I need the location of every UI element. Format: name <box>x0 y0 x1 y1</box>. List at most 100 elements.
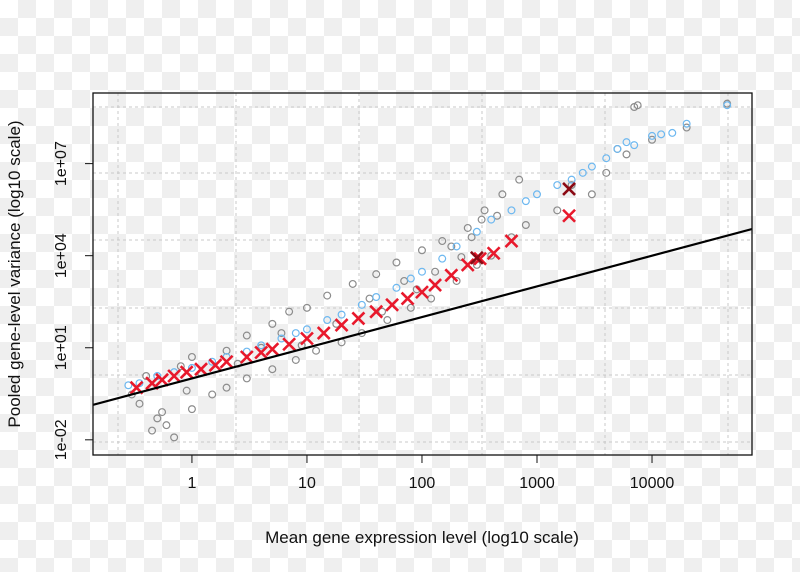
data-point-blue <box>657 130 666 139</box>
data-point-grey <box>463 223 472 232</box>
data-point-blue <box>257 341 266 350</box>
data-point-x-marker <box>469 250 484 265</box>
data-point-x-marker <box>219 354 234 369</box>
data-point-grey <box>480 206 489 215</box>
data-point-x-marker <box>334 318 349 332</box>
data-point-grey <box>208 390 217 399</box>
data-point-blue <box>392 283 401 292</box>
data-point-grey <box>400 276 409 285</box>
data-point-grey <box>365 294 374 303</box>
data-point-x-marker <box>369 304 384 319</box>
data-point-grey <box>176 362 185 371</box>
data-point-grey <box>291 355 300 364</box>
data-point-grey <box>302 303 311 312</box>
data-point-x-marker <box>562 181 576 196</box>
x-axis-label: Mean gene expression level (log10 scale) <box>265 528 579 547</box>
data-point-blue <box>242 347 251 356</box>
data-point-grey <box>438 237 447 246</box>
data-point-x-marker <box>562 208 576 223</box>
x-tick-label: 100 <box>409 475 436 492</box>
data-point-blue <box>723 101 732 110</box>
data-point-blue <box>124 381 133 390</box>
data-point-grey <box>587 190 596 199</box>
data-point-grey <box>182 386 191 395</box>
data-point-x-marker <box>504 234 519 248</box>
data-point-grey <box>158 408 167 417</box>
data-point-x-marker <box>316 326 331 341</box>
data-point-grey <box>348 279 357 288</box>
data-point-x-marker <box>282 337 297 352</box>
data-point-grey <box>268 365 277 374</box>
data-point-grey <box>187 405 196 414</box>
data-point-grey <box>457 253 466 262</box>
y-axis: 1e-02 1e+01 1e+04 1e+07 <box>53 141 93 460</box>
data-point-x-marker <box>351 311 366 326</box>
data-point-blue <box>613 144 622 153</box>
data-point-grey <box>467 233 476 242</box>
data-point-x-marker <box>239 350 254 364</box>
data-point-grey <box>222 383 231 392</box>
data-point-blue <box>587 162 596 171</box>
data-layer <box>93 99 752 442</box>
data-point-grey <box>323 291 332 300</box>
data-point-grey <box>372 270 381 279</box>
data-point-blue <box>472 227 481 236</box>
data-point-blue <box>452 242 461 251</box>
data-point-blue <box>630 141 639 150</box>
data-point-x-marker <box>167 369 182 383</box>
data-point-blue <box>578 168 587 177</box>
data-point-blue <box>406 274 415 283</box>
data-point-blue <box>135 379 144 388</box>
data-point-blue <box>622 138 631 147</box>
data-point-blue <box>337 310 346 319</box>
data-point-grey <box>135 399 144 408</box>
x-tick-label: 1000 <box>519 475 555 492</box>
data-point-blue <box>507 206 516 215</box>
data-point-x-marker <box>400 291 415 306</box>
data-point-grey <box>477 215 486 224</box>
data-point-blue <box>323 316 332 325</box>
data-point-grey <box>277 329 286 338</box>
marks <box>93 99 752 442</box>
x-tick-label: 10000 <box>630 475 675 492</box>
data-point-x-marker <box>265 342 280 357</box>
y-axis-label: Pooled gene-level variance (log10 scale) <box>5 120 24 427</box>
data-point-x-marker <box>415 285 429 300</box>
reference-line-y-equals-x <box>93 227 752 406</box>
data-point-grey <box>285 307 294 316</box>
data-point-grey <box>417 246 426 255</box>
data-point-grey <box>392 258 401 267</box>
data-point-grey <box>153 414 162 423</box>
grid <box>93 93 752 455</box>
data-point-grey <box>242 374 251 383</box>
data-point-grey <box>553 206 562 215</box>
data-point-blue <box>357 300 366 309</box>
data-point-grey <box>406 303 415 312</box>
data-point-blue <box>302 325 311 334</box>
y-tick-label: 1e+07 <box>53 141 70 186</box>
data-point-grey <box>268 319 277 328</box>
data-point-grey <box>431 267 440 276</box>
data-point-grey <box>567 181 576 190</box>
x-tick-label: 1 <box>187 475 196 492</box>
data-point-x-marker <box>179 365 194 380</box>
data-point-grey <box>602 168 611 177</box>
plot-frame <box>92 92 753 456</box>
data-point-x-marker <box>428 278 443 293</box>
data-point-blue <box>682 119 691 128</box>
data-point-grey <box>148 426 157 435</box>
data-point-grey <box>521 220 530 229</box>
data-point-blue <box>567 175 576 184</box>
data-point-blue <box>521 197 530 206</box>
data-point-blue <box>417 267 426 276</box>
data-point-x-marker <box>155 372 169 387</box>
x-axis: 1 10 100 1000 10000 <box>187 455 674 492</box>
data-point-x-marker <box>300 331 314 346</box>
data-point-blue <box>208 357 217 366</box>
data-point-blue <box>187 363 196 372</box>
y-tick-label: 1e+04 <box>53 233 70 278</box>
x-tick-label: 10 <box>298 475 316 492</box>
y-tick-label: 1e+01 <box>53 325 70 370</box>
data-point-blue <box>532 190 541 199</box>
